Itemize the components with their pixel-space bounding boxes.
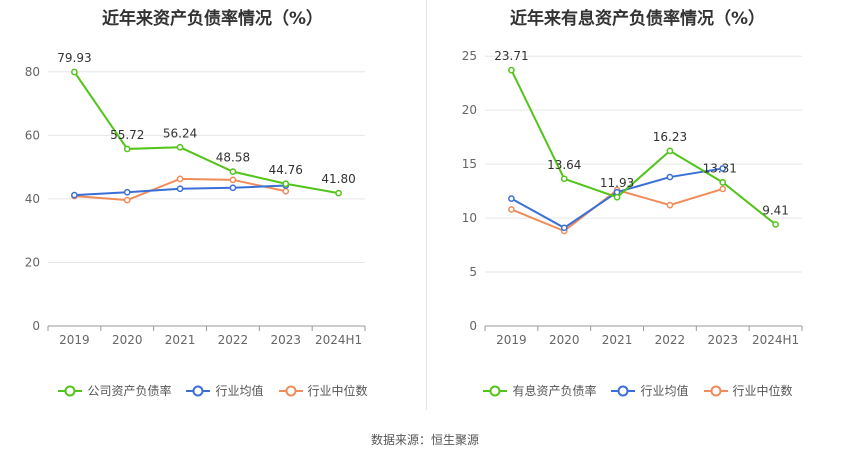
y-tick-label: 80 xyxy=(25,65,40,79)
data-point xyxy=(176,185,184,193)
chart-title: 近年来资产负债率情况（%） xyxy=(101,9,324,29)
y-tick-label: 0 xyxy=(32,319,40,333)
y-tick-label: 15 xyxy=(462,157,477,171)
y-tick-label: 60 xyxy=(25,128,40,142)
legend-swatch-icon xyxy=(611,385,636,396)
line-chart: 0 5 10 15 20 25 2019 2020 2021 2022 2023 2024H1 23.7… xyxy=(462,49,803,347)
series-line xyxy=(73,71,339,195)
chart-panel-right: 近年来有息资产负债率情况（%） 0 5 10 15 20 25 2019 2020 2021 20… xyxy=(425,0,850,410)
data-label: 44.76 xyxy=(269,163,303,177)
data-source-footer: 数据来源：恒生聚源 xyxy=(370,433,479,447)
x-tick-label: 2020 xyxy=(549,333,580,347)
data-point xyxy=(719,165,727,172)
chart-title: 近年来有息资产负债率情况（%） xyxy=(509,9,766,29)
data-point xyxy=(71,191,78,199)
legend-label: 公司资产负债率 xyxy=(87,384,172,398)
legend-swatch-marker xyxy=(285,385,296,396)
legend-swatch-marker xyxy=(489,385,501,396)
x-tick-label: 2022 xyxy=(655,333,686,347)
data-point xyxy=(123,188,131,196)
data-label: 13.64 xyxy=(547,158,581,172)
legend-label: 行业均值 xyxy=(640,384,689,398)
data-point xyxy=(229,176,237,184)
data-point xyxy=(666,201,674,209)
data-point xyxy=(666,147,674,155)
data-point xyxy=(508,66,515,74)
data-label: 48.58 xyxy=(216,151,250,165)
legend-label: 行业均值 xyxy=(215,384,264,398)
data-label: 56.24 xyxy=(163,126,197,140)
y-tick-label: 10 xyxy=(462,211,477,225)
legend-item[interactable]: 有息资产负债率 xyxy=(482,382,596,399)
series-line xyxy=(510,69,777,226)
x-tick-label: 2019 xyxy=(496,333,527,347)
x-tick-label: 2021 xyxy=(165,333,196,347)
legend-swatch-marker xyxy=(192,385,204,396)
data-point xyxy=(229,184,237,192)
legend-swatch-icon xyxy=(483,385,508,396)
y-tick-label: 5 xyxy=(469,265,477,279)
data-label: 16.23 xyxy=(653,130,687,144)
legend-swatch-marker xyxy=(617,385,629,396)
data-point xyxy=(772,221,779,228)
data-label: 55.72 xyxy=(110,128,144,142)
legend-item[interactable]: 行业均值 xyxy=(610,382,689,399)
legend-swatch-marker xyxy=(64,385,76,396)
data-point xyxy=(560,224,568,232)
legend-swatch-icon xyxy=(186,385,211,396)
line-chart: 0 20 40 60 80 2019 2020 2021 2022 2023 2024H1 79.93… xyxy=(25,51,366,347)
legend-label: 行业中位数 xyxy=(307,384,368,398)
panel-divider xyxy=(426,0,427,410)
x-tick-label: 2024H1 xyxy=(752,333,799,347)
y-tick-label: 20 xyxy=(25,255,40,269)
y-tick-label: 40 xyxy=(25,192,40,206)
chart-panel-left: 近年来资产负债率情况（%） 0 20 40 60 80 2019 2020 2021 2022 2… xyxy=(0,0,425,410)
y-tick-label: 25 xyxy=(462,49,477,63)
legend-item[interactable]: 行业均值 xyxy=(185,382,264,399)
y-tick-label: 20 xyxy=(462,103,477,117)
x-tick-label: 2021 xyxy=(602,333,633,347)
x-tick-label: 2024H1 xyxy=(315,333,362,347)
data-point xyxy=(176,175,184,183)
data-label: 13.31 xyxy=(703,161,737,175)
data-point xyxy=(335,189,342,197)
chart-legend: 有息资产负债率 行业均值 行业中位数 xyxy=(425,382,850,399)
legend-swatch-icon xyxy=(58,385,83,396)
data-label: 79.93 xyxy=(57,51,91,65)
data-point xyxy=(613,193,621,201)
legend-item[interactable]: 公司资产负债率 xyxy=(57,382,171,399)
legend-swatch-icon xyxy=(703,385,728,396)
data-point xyxy=(719,179,727,186)
legend-swatch-marker xyxy=(710,385,721,396)
data-point xyxy=(282,180,290,188)
data-label: 9.41 xyxy=(762,203,789,217)
data-point xyxy=(719,185,727,193)
x-tick-label: 2023 xyxy=(707,333,738,347)
legend-item[interactable]: 行业中位数 xyxy=(278,382,368,399)
legend-label: 有息资产负债率 xyxy=(512,384,597,398)
x-tick-label: 2019 xyxy=(59,333,90,347)
data-point xyxy=(71,68,78,76)
data-point xyxy=(282,187,290,195)
data-point xyxy=(508,195,515,202)
chart-legend: 公司资产负债率 行业均值 行业中位数 xyxy=(0,382,425,399)
legend-label: 行业中位数 xyxy=(732,384,793,398)
data-label: 23.71 xyxy=(494,49,528,63)
x-tick-label: 2020 xyxy=(112,333,143,347)
data-point xyxy=(666,173,674,181)
data-point xyxy=(123,196,131,204)
legend-swatch-icon xyxy=(278,385,303,396)
data-point xyxy=(229,168,237,175)
data-point xyxy=(560,175,568,183)
x-tick-label: 2023 xyxy=(270,333,301,347)
y-tick-label: 0 xyxy=(469,319,477,333)
data-point xyxy=(176,143,184,151)
data-point xyxy=(508,206,515,213)
data-label: 41.80 xyxy=(321,172,355,186)
x-tick-label: 2022 xyxy=(218,333,249,347)
legend-item[interactable]: 行业中位数 xyxy=(703,382,793,399)
data-point xyxy=(123,145,131,153)
data-label: 11.93 xyxy=(600,176,634,190)
